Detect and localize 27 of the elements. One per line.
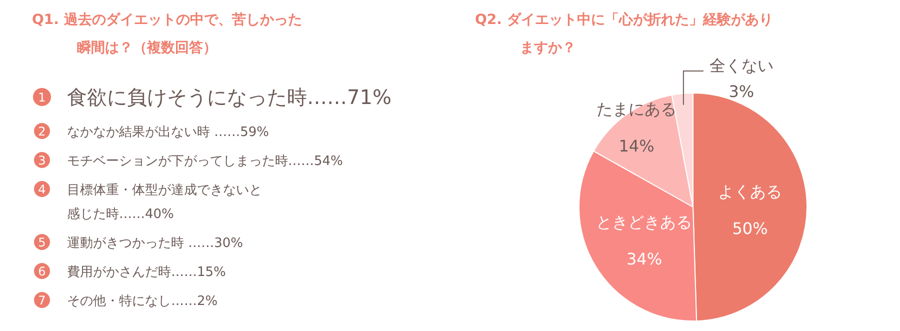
text: Q1. 過去のダイエットの中で、苦しかった [32,12,302,28]
category-label: 2 [38,124,46,138]
text: 感じた時……40% [67,207,174,222]
category-label: 5 [38,236,46,250]
text: その他・特になし……2% [67,294,218,309]
slice-label: ときどきある [596,212,692,232]
text: 瞬間は？（複数回答） [77,39,217,56]
data-label: 50% [732,219,768,238]
category-label: 1 [38,90,46,104]
text: モチベーションが下がってしまった時……54% [67,154,343,169]
text: なかなか結果が出ない時 ……59% [67,125,270,140]
slice-label: たまにある [596,99,677,118]
category-label: 6 [38,264,46,278]
category-label: 7 [38,294,46,308]
slice-label: 全くない [709,56,774,75]
data-label: 3% [728,82,754,101]
text: 費用がかさんだ時……15% [67,265,226,280]
text: 食欲に負けそうになった時……71% [67,85,392,109]
data-label: 14% [618,136,654,156]
chart-title: Q2. ダイエット中に「心が折れた」経験があり [475,11,773,28]
category-label: 3 [38,154,46,168]
text: 目標体重・体型が達成できないと [67,183,262,198]
category-label: 4 [38,182,46,196]
chart-subtitle: ますか？ [520,40,576,56]
data-label: 34% [626,250,662,269]
slice-label: よくある [718,182,782,202]
text: 運動がきつかった時 ……30% [67,236,244,251]
